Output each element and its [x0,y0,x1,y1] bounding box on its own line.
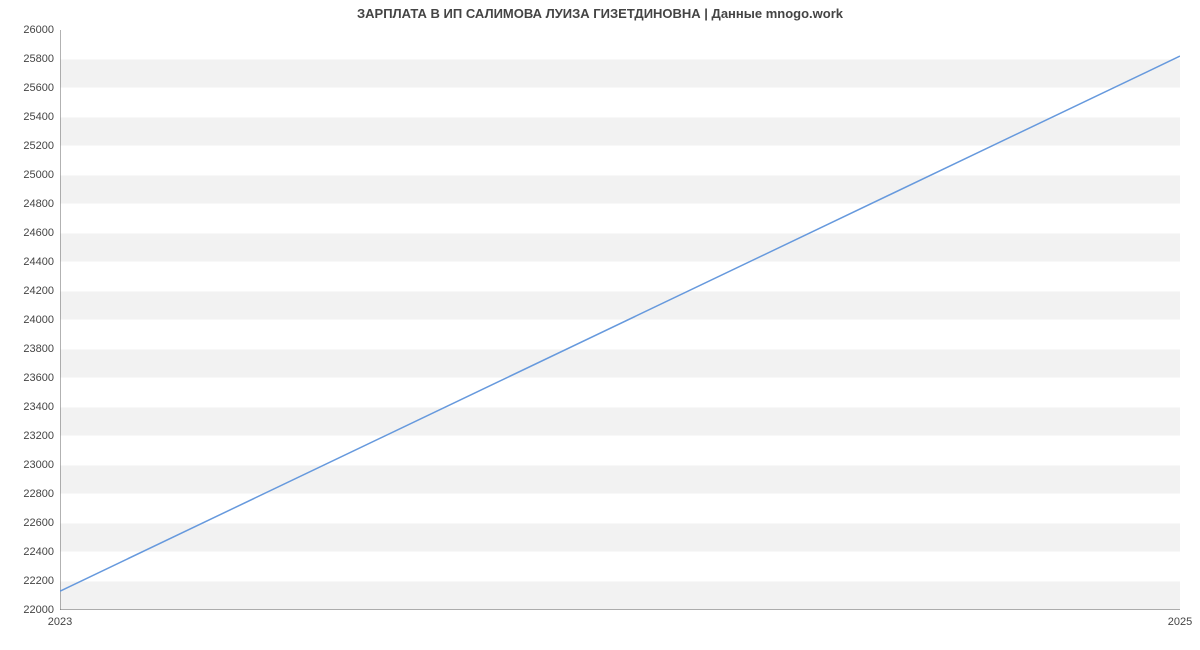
y-tick-label: 23200 [23,430,54,442]
y-tick-label: 25200 [23,140,54,152]
y-tick-label: 23400 [23,401,54,413]
y-tick-label: 25600 [23,82,54,94]
y-tick-label: 22400 [23,546,54,558]
chart-svg [60,30,1180,610]
y-tick-label: 23000 [23,459,54,471]
y-tick-label: 24600 [23,227,54,239]
x-tick-label: 2025 [1168,616,1192,628]
y-tick-label: 23800 [23,343,54,355]
y-tick-label: 26000 [23,24,54,36]
chart-title: ЗАРПЛАТА В ИП САЛИМОВА ЛУИЗА ГИЗЕТДИНОВН… [0,6,1200,21]
y-tick-label: 24400 [23,256,54,268]
y-tick-label: 24200 [23,285,54,297]
x-tick-label: 2023 [48,616,72,628]
y-tick-label: 25000 [23,169,54,181]
y-tick-label: 24800 [23,198,54,210]
plot-area: 2200022200224002260022800230002320023400… [60,30,1180,610]
y-tick-label: 22000 [23,604,54,616]
y-tick-label: 22600 [23,517,54,529]
y-tick-label: 22200 [23,575,54,587]
y-tick-label: 25800 [23,53,54,65]
y-tick-label: 25400 [23,111,54,123]
y-tick-label: 23600 [23,372,54,384]
y-tick-label: 24000 [23,314,54,326]
y-tick-label: 22800 [23,488,54,500]
